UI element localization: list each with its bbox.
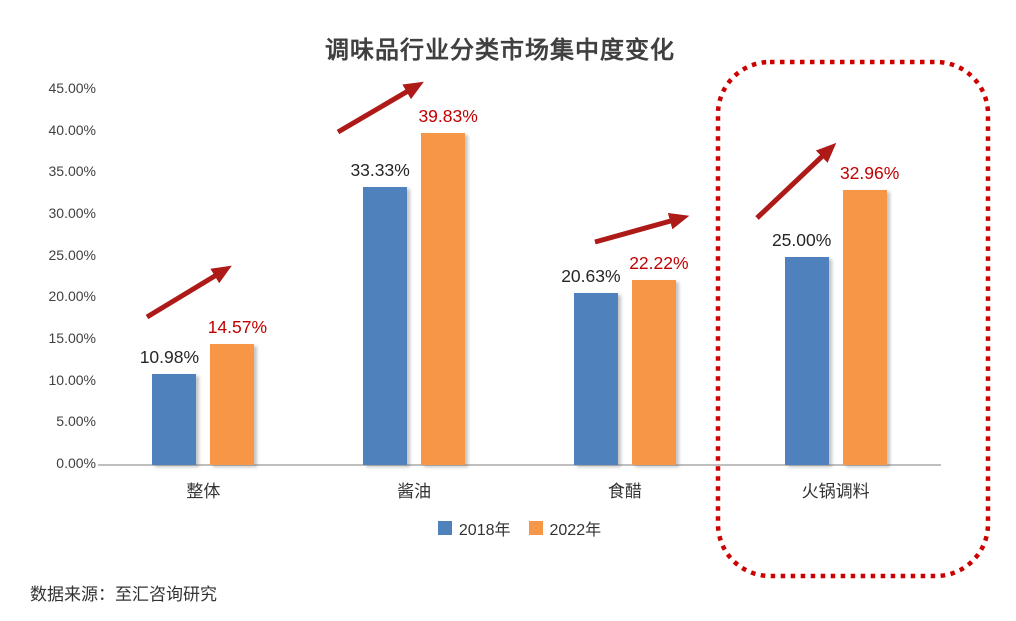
legend-swatch-icon xyxy=(437,521,452,535)
y-axis-tick-label: 0.00% xyxy=(56,455,96,471)
legend-swatch-icon xyxy=(528,521,543,535)
y-axis-tick-label: 5.00% xyxy=(56,413,96,430)
y-axis-tick-label: 35.00% xyxy=(48,163,96,180)
category-label-食醋: 食醋 xyxy=(607,482,642,501)
trend-arrow-icon xyxy=(594,212,690,245)
bar-2022年-酱油 xyxy=(421,133,466,465)
legend-item-2018年: 2018年 xyxy=(437,516,511,540)
value-label-2022年-食醋: 22.22% xyxy=(629,252,689,273)
y-axis-tick-label: 30.00% xyxy=(48,205,96,221)
y-axis-tick-label: 45.00% xyxy=(48,80,96,96)
trend-arrow-icon xyxy=(145,265,232,320)
y-axis-tick-label: 40.00% xyxy=(48,121,96,138)
value-label-2018年-整体: 10.98% xyxy=(139,346,200,367)
y-axis-tick-label: 25.00% xyxy=(48,246,96,263)
y-axis-tick-label: 15.00% xyxy=(48,330,96,346)
category-label-整体: 整体 xyxy=(186,482,221,501)
bar-2022年-食醋 xyxy=(631,279,676,465)
y-axis-tick-label: 20.00% xyxy=(48,288,96,305)
value-label-2022年-酱油: 39.83% xyxy=(418,106,478,127)
chart-title: 调味品行业分类市场集中度变化 xyxy=(325,37,675,64)
value-label-2022年-整体: 14.57% xyxy=(207,316,268,337)
value-label-2018年-酱油: 33.33% xyxy=(350,160,410,181)
x-axis-line xyxy=(98,464,941,466)
legend-label: 2018年 xyxy=(458,522,511,539)
value-label-2018年-食醋: 20.63% xyxy=(561,266,621,287)
legend-item-2022年: 2022年 xyxy=(528,516,602,540)
legend-label: 2022年 xyxy=(549,522,602,539)
category-label-火锅调料: 火锅调料 xyxy=(801,482,870,501)
bar-2022年-火锅调料 xyxy=(842,190,887,465)
y-axis-tick-label: 10.00% xyxy=(48,371,96,388)
legend: 2018年 2022年 xyxy=(98,516,941,540)
bar-2018年-酱油 xyxy=(363,187,408,465)
source-note: 数据来源：至汇咨询研究 xyxy=(30,585,217,604)
category-label-酱油: 酱油 xyxy=(397,482,432,501)
trend-arrow-icon xyxy=(755,142,837,220)
bar-2022年-整体 xyxy=(210,343,255,465)
value-label-2018年-火锅调料: 25.00% xyxy=(771,229,832,250)
value-label-2022年-火锅调料: 32.96% xyxy=(839,163,900,184)
bar-2018年-整体 xyxy=(152,373,197,465)
bar-2018年-火锅调料 xyxy=(784,256,829,465)
trend-arrow-icon xyxy=(336,81,424,135)
bar-2018年-食醋 xyxy=(573,293,618,465)
